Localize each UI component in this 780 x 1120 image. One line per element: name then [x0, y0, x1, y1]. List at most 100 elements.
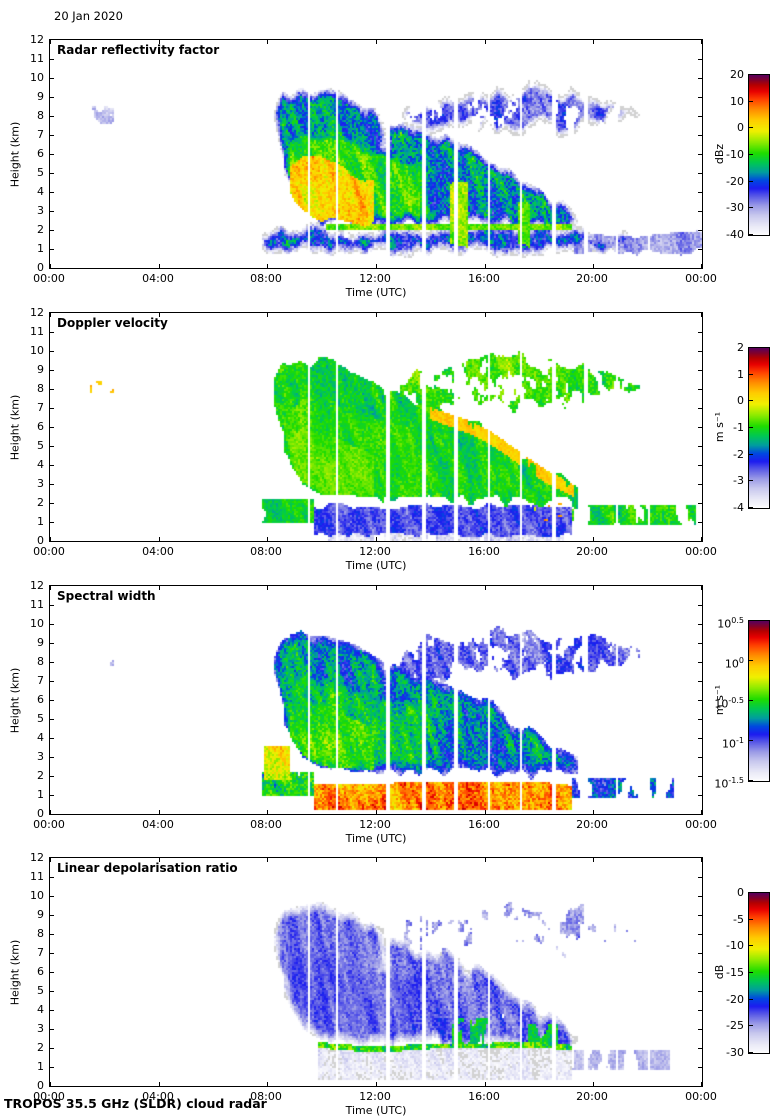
y-tick-label: 11	[30, 598, 44, 611]
colorbar-tick-label: 10-0.5	[714, 696, 744, 711]
y-tick-label: 6	[37, 965, 44, 978]
x-axis-label: Time (UTC)	[345, 832, 407, 845]
colorbar-tick-mark	[749, 780, 753, 781]
x-axis-label: Time (UTC)	[345, 559, 407, 572]
colorbar-tick-label: -40	[726, 228, 744, 241]
y-tick-label: 4	[37, 1003, 44, 1016]
y-tick-label: 1	[37, 1060, 44, 1073]
heatmap-ldr	[50, 858, 702, 1086]
colorbar-tick-mark	[749, 101, 753, 102]
colorbar-tick-label: -10	[726, 939, 744, 952]
x-tick-label: 16:00	[468, 818, 500, 831]
x-tick-label: 20:00	[576, 545, 608, 558]
plot-title: Radar reflectivity factor	[57, 43, 220, 57]
y-tick-label: 8	[37, 109, 44, 122]
colorbar-tick-mark	[749, 207, 753, 208]
x-tick-label: 00:00	[685, 1090, 717, 1103]
x-tick-label: 20:00	[576, 818, 608, 831]
colorbar-tick-mark	[749, 427, 753, 428]
colorbar-tick-label: -30	[726, 201, 744, 214]
colorbar-tick-mark	[749, 347, 753, 348]
x-tick-label: 20:00	[576, 272, 608, 285]
x-tick-label: 20:00	[576, 1090, 608, 1103]
colorbar-tick-label: -5	[733, 913, 744, 926]
colorbar-tick-mark	[749, 1025, 753, 1026]
colorbar-tick-label: 2	[737, 341, 744, 354]
y-tick-label: 1	[37, 788, 44, 801]
x-tick-label: 12:00	[359, 1090, 391, 1103]
x-tick-label: 12:00	[359, 272, 391, 285]
panel-spectral-width: Spectral width Height (km) Time (UTC) m …	[0, 580, 780, 845]
x-tick-label: 00:00	[33, 818, 65, 831]
x-tick-label: 16:00	[468, 545, 500, 558]
instrument-caption: TROPOS 35.5 GHz (SLDR) cloud radar	[4, 1096, 267, 1111]
y-tick-label: 5	[37, 166, 44, 179]
y-tick-label: 12	[30, 33, 44, 46]
y-tick-label: 6	[37, 420, 44, 433]
x-tick-label: 08:00	[250, 1090, 282, 1103]
y-tick-label: 9	[37, 90, 44, 103]
y-tick-label: 8	[37, 655, 44, 668]
plot-title: Linear depolarisation ratio	[57, 861, 238, 875]
colorbar-tick-mark	[749, 972, 753, 973]
x-tick-label: 00:00	[33, 545, 65, 558]
y-tick-label: 2	[37, 496, 44, 509]
y-tick-label: 5	[37, 984, 44, 997]
x-tick-label: 00:00	[685, 545, 717, 558]
x-tick-label: 12:00	[359, 818, 391, 831]
y-tick-label: 10	[30, 71, 44, 84]
colorbar-tick-label: 10-1.5	[714, 776, 744, 791]
y-tick-label: 0	[37, 807, 44, 820]
colorbar-tick-mark	[749, 892, 753, 893]
colorbar-ldr	[748, 892, 770, 1054]
colorbar-tick-label: -20	[726, 993, 744, 1006]
y-tick-label: 12	[30, 579, 44, 592]
colorbar-tick-label: 10	[730, 95, 744, 108]
y-tick-label: 12	[30, 851, 44, 864]
date-label: 20 Jan 2020	[54, 9, 123, 23]
colorbar-tick-mark	[749, 740, 753, 741]
colorbar-tick-label: 0	[737, 394, 744, 407]
y-tick-label: 12	[30, 306, 44, 319]
y-tick-label: 2	[37, 769, 44, 782]
colorbar-tick-mark	[749, 181, 753, 182]
colorbar-spectral-width	[748, 620, 770, 782]
x-tick-label: 16:00	[468, 1090, 500, 1103]
y-tick-label: 9	[37, 363, 44, 376]
panel-reflectivity: Radar reflectivity factor Height (km) Ti…	[0, 34, 780, 299]
y-tick-label: 11	[30, 870, 44, 883]
y-tick-label: 9	[37, 908, 44, 921]
x-tick-label: 04:00	[142, 1090, 174, 1103]
colorbar-tick-label: -4	[733, 501, 744, 514]
colorbar-tick-label: 0	[737, 886, 744, 899]
y-tick-label: 7	[37, 401, 44, 414]
plot-title: Spectral width	[57, 589, 156, 603]
y-tick-label: 2	[37, 1041, 44, 1054]
colorbar-tick-label: -2	[733, 448, 744, 461]
y-tick-label: 2	[37, 223, 44, 236]
colorbar-tick-label: -1	[733, 421, 744, 434]
colorbar-tick-label: 100.5	[717, 616, 744, 631]
x-axis-label: Time (UTC)	[345, 1104, 407, 1117]
colorbar-tick-mark	[749, 1052, 753, 1053]
y-tick-label: 5	[37, 439, 44, 452]
y-tick-label: 6	[37, 147, 44, 160]
x-tick-label: 08:00	[250, 818, 282, 831]
panel-velocity: Doppler velocity Height (km) Time (UTC) …	[0, 307, 780, 572]
y-tick-label: 11	[30, 52, 44, 65]
colorbar-tick-mark	[749, 374, 753, 375]
x-tick-label: 00:00	[33, 1090, 65, 1103]
colorbar-tick-label: -25	[726, 1019, 744, 1032]
colorbar-tick-mark	[749, 999, 753, 1000]
colorbar-tick-mark	[749, 620, 753, 621]
colorbar-tick-label: -10	[726, 148, 744, 161]
colorbar-tick-mark	[749, 507, 753, 508]
colorbar-tick-mark	[749, 127, 753, 128]
heatmap-velocity	[50, 313, 702, 541]
colorbar-tick-mark	[749, 919, 753, 920]
y-tick-label: 3	[37, 750, 44, 763]
colorbar-tick-label: 10-1	[722, 736, 744, 751]
colorbar-reflectivity	[748, 74, 770, 236]
y-tick-label: 5	[37, 712, 44, 725]
